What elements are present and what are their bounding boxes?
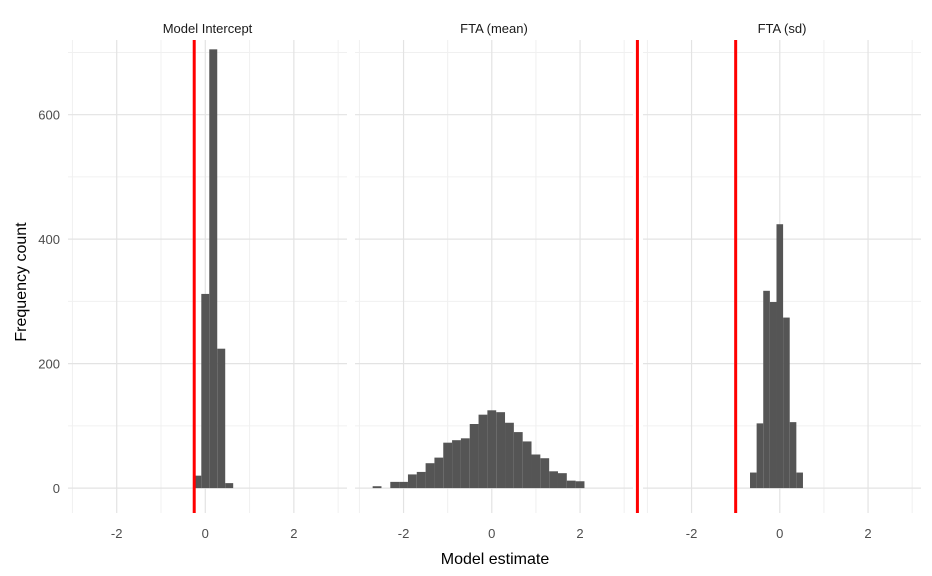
x-tick-label: -2 bbox=[686, 526, 698, 541]
x-tick-label: 2 bbox=[576, 526, 583, 541]
x-tick-label: -2 bbox=[398, 526, 410, 541]
histogram-bar bbox=[776, 224, 784, 489]
x-axis-title: Model estimate bbox=[441, 551, 550, 568]
histogram-bar bbox=[487, 410, 497, 489]
histogram-bar bbox=[478, 414, 488, 489]
histogram-bar bbox=[469, 424, 479, 489]
histogram-bar bbox=[193, 475, 202, 489]
histogram-bar bbox=[390, 481, 400, 489]
y-tick-label: 200 bbox=[38, 357, 60, 372]
histogram-bar bbox=[372, 486, 382, 489]
histogram-bar bbox=[575, 481, 585, 489]
y-tick-label: 400 bbox=[38, 232, 60, 247]
histogram-bar bbox=[796, 472, 803, 489]
histogram-bar bbox=[496, 412, 506, 489]
histogram-bar bbox=[549, 471, 558, 489]
x-tick-label: 2 bbox=[864, 526, 871, 541]
y-axis: 0 200 400 600 bbox=[38, 108, 60, 496]
histogram-bar bbox=[763, 290, 770, 489]
x-tick-label: 0 bbox=[488, 526, 495, 541]
y-tick-label: 600 bbox=[38, 108, 60, 123]
facet-title: FTA (mean) bbox=[460, 21, 528, 36]
facet-title: Model Intercept bbox=[163, 21, 253, 36]
histogram-bar bbox=[557, 473, 567, 489]
x-tick-label: 0 bbox=[776, 526, 783, 541]
histogram-bar bbox=[750, 472, 757, 489]
facet-panel: FTA (mean) -2 0 2 bbox=[355, 21, 639, 541]
histogram-bar bbox=[399, 481, 408, 489]
histogram-bar bbox=[522, 441, 532, 489]
histogram-bar bbox=[505, 422, 514, 489]
histogram-bar bbox=[452, 440, 461, 489]
histogram-bar bbox=[513, 432, 523, 489]
facet-panel: FTA (sd) -2 0 2 bbox=[643, 21, 921, 541]
y-axis-title: Frequency count bbox=[13, 222, 30, 342]
histogram-bar bbox=[225, 483, 234, 489]
histogram-bar bbox=[425, 463, 435, 489]
histogram-bar bbox=[209, 49, 218, 489]
histogram-bar bbox=[434, 457, 444, 489]
histogram-bar bbox=[416, 471, 426, 489]
facet-title: FTA (sd) bbox=[758, 21, 807, 36]
histogram-bar bbox=[460, 438, 470, 489]
histogram-bar bbox=[443, 442, 453, 489]
histogram-bar bbox=[566, 480, 576, 489]
histogram-bar bbox=[756, 423, 764, 489]
x-tick-label: 0 bbox=[202, 526, 209, 541]
histogram-bar bbox=[201, 293, 210, 489]
x-tick-label: -2 bbox=[111, 526, 123, 541]
histogram-bar bbox=[407, 474, 417, 489]
histogram-bar bbox=[789, 422, 797, 489]
histogram-bar bbox=[217, 348, 226, 489]
histogram-bar bbox=[769, 302, 777, 489]
histogram-bar bbox=[531, 454, 541, 489]
facet-panel: Model Intercept -2 0 2 bbox=[68, 21, 347, 541]
y-tick-label: 0 bbox=[53, 481, 60, 496]
x-tick-label: 2 bbox=[290, 526, 297, 541]
histogram-bar bbox=[783, 317, 790, 489]
histogram-bar bbox=[540, 458, 550, 489]
